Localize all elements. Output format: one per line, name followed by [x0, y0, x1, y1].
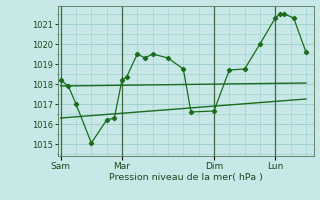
X-axis label: Pression niveau de la mer( hPa ): Pression niveau de la mer( hPa ) — [109, 173, 262, 182]
